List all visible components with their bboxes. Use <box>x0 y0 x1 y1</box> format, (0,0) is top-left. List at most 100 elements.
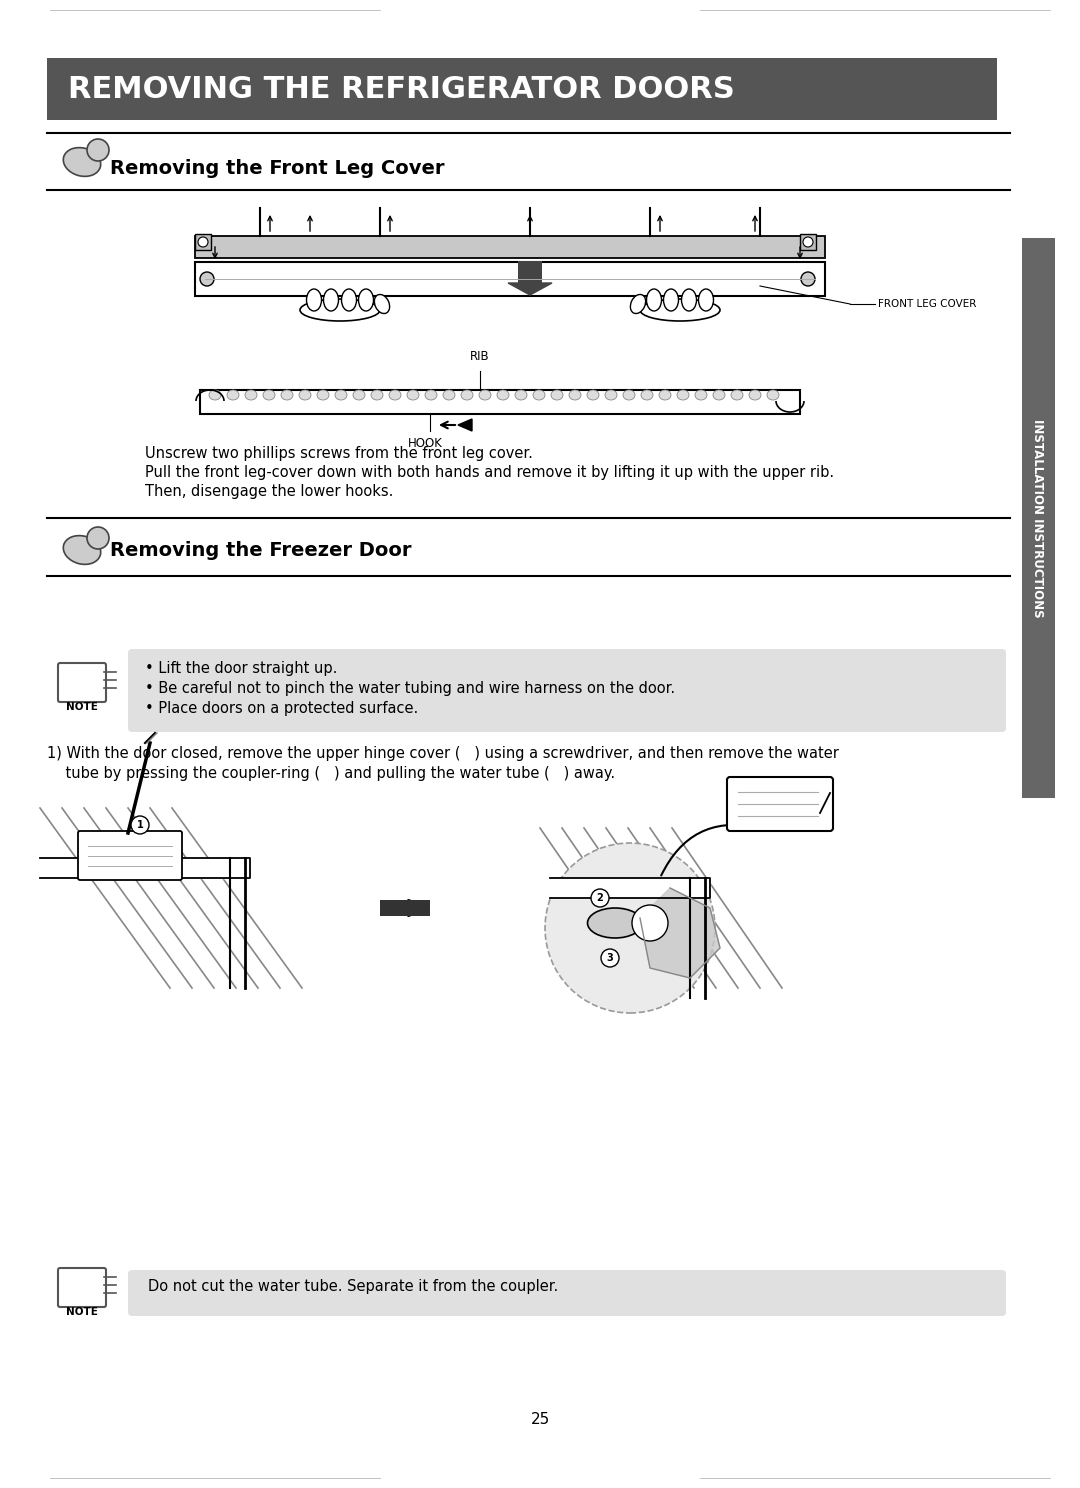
FancyBboxPatch shape <box>1022 238 1055 798</box>
Text: NOTE: NOTE <box>66 702 98 711</box>
Ellipse shape <box>551 390 563 400</box>
Ellipse shape <box>480 390 491 400</box>
Ellipse shape <box>750 390 761 400</box>
Ellipse shape <box>699 289 714 311</box>
Ellipse shape <box>569 390 581 400</box>
Polygon shape <box>640 888 720 978</box>
Ellipse shape <box>461 390 473 400</box>
Ellipse shape <box>64 147 100 177</box>
Text: 2: 2 <box>596 893 604 903</box>
Ellipse shape <box>407 390 419 400</box>
Text: REMOVING THE REFRIGERATOR DOORS: REMOVING THE REFRIGERATOR DOORS <box>68 74 734 104</box>
Circle shape <box>591 888 609 908</box>
Ellipse shape <box>372 390 383 400</box>
Ellipse shape <box>335 390 347 400</box>
Circle shape <box>632 905 669 940</box>
FancyBboxPatch shape <box>129 1269 1005 1315</box>
FancyBboxPatch shape <box>380 900 430 917</box>
Text: 3: 3 <box>607 952 613 963</box>
Text: 1: 1 <box>137 820 144 830</box>
Ellipse shape <box>681 289 697 311</box>
FancyBboxPatch shape <box>129 649 1005 732</box>
Ellipse shape <box>767 390 779 400</box>
Text: INSTALLATION INSTRUCTIONS: INSTALLATION INSTRUCTIONS <box>1031 418 1044 618</box>
Circle shape <box>198 237 208 247</box>
Ellipse shape <box>375 295 390 314</box>
Text: • Place doors on a protected surface.: • Place doors on a protected surface. <box>145 701 418 716</box>
Ellipse shape <box>426 390 437 400</box>
FancyBboxPatch shape <box>48 58 997 121</box>
Ellipse shape <box>677 390 689 400</box>
Circle shape <box>200 272 214 286</box>
Text: 25: 25 <box>530 1412 550 1427</box>
Ellipse shape <box>307 289 322 311</box>
Ellipse shape <box>647 289 661 311</box>
Circle shape <box>87 138 109 161</box>
Polygon shape <box>508 283 552 295</box>
Ellipse shape <box>264 390 275 400</box>
Text: Do not cut the water tube. Separate it from the coupler.: Do not cut the water tube. Separate it f… <box>148 1278 558 1293</box>
Ellipse shape <box>227 390 239 400</box>
Circle shape <box>600 949 619 967</box>
FancyBboxPatch shape <box>195 234 211 250</box>
Ellipse shape <box>281 390 293 400</box>
Ellipse shape <box>713 390 725 400</box>
FancyBboxPatch shape <box>727 777 833 830</box>
Ellipse shape <box>588 390 599 400</box>
Text: Unscrew two phillips screws from the front leg cover.: Unscrew two phillips screws from the fro… <box>145 446 532 461</box>
Text: tube by pressing the coupler-ring (   ) and pulling the water tube (   ) away.: tube by pressing the coupler-ring ( ) an… <box>48 766 616 781</box>
FancyBboxPatch shape <box>200 390 800 414</box>
Text: HOOK: HOOK <box>407 437 443 449</box>
Circle shape <box>804 237 813 247</box>
Ellipse shape <box>245 390 257 400</box>
FancyBboxPatch shape <box>58 1268 106 1306</box>
Ellipse shape <box>300 299 380 321</box>
Text: RIB: RIB <box>470 350 490 363</box>
FancyBboxPatch shape <box>58 664 106 702</box>
Ellipse shape <box>640 299 720 321</box>
Circle shape <box>87 527 109 549</box>
FancyBboxPatch shape <box>195 237 825 257</box>
FancyBboxPatch shape <box>78 830 183 879</box>
FancyBboxPatch shape <box>518 260 542 283</box>
Ellipse shape <box>515 390 527 400</box>
Ellipse shape <box>64 536 100 564</box>
Ellipse shape <box>341 289 356 311</box>
Ellipse shape <box>353 390 365 400</box>
FancyBboxPatch shape <box>195 262 825 296</box>
Text: 1) With the door closed, remove the upper hinge cover (   ) using a screwdriver,: 1) With the door closed, remove the uppe… <box>48 745 839 760</box>
Ellipse shape <box>642 390 653 400</box>
Polygon shape <box>458 420 472 432</box>
Ellipse shape <box>696 390 707 400</box>
Circle shape <box>131 815 149 833</box>
FancyBboxPatch shape <box>800 234 816 250</box>
Ellipse shape <box>534 390 545 400</box>
Ellipse shape <box>210 390 221 400</box>
Circle shape <box>801 272 815 286</box>
Text: Removing the Freezer Door: Removing the Freezer Door <box>110 540 411 559</box>
Circle shape <box>545 844 715 1013</box>
Ellipse shape <box>631 295 646 314</box>
Ellipse shape <box>588 908 643 937</box>
Text: Pull the front leg-cover down with both hands and remove it by lifting it up wit: Pull the front leg-cover down with both … <box>145 464 834 481</box>
Ellipse shape <box>324 289 338 311</box>
Ellipse shape <box>731 390 743 400</box>
Text: • Be careful not to pinch the water tubing and wire harness on the door.: • Be careful not to pinch the water tubi… <box>145 682 675 696</box>
Polygon shape <box>40 859 249 878</box>
Ellipse shape <box>659 390 671 400</box>
Ellipse shape <box>443 390 455 400</box>
Polygon shape <box>550 878 710 897</box>
Text: NOTE: NOTE <box>66 1306 98 1317</box>
Ellipse shape <box>497 390 509 400</box>
Ellipse shape <box>359 289 374 311</box>
Text: Removing the Front Leg Cover: Removing the Front Leg Cover <box>110 159 445 177</box>
Ellipse shape <box>623 390 635 400</box>
Ellipse shape <box>299 390 311 400</box>
Ellipse shape <box>663 289 678 311</box>
Text: Then, disengage the lower hooks.: Then, disengage the lower hooks. <box>145 484 393 498</box>
Text: • Lift the door straight up.: • Lift the door straight up. <box>145 661 337 676</box>
Ellipse shape <box>605 390 617 400</box>
Ellipse shape <box>318 390 329 400</box>
Ellipse shape <box>389 390 401 400</box>
Text: FRONT LEG COVER: FRONT LEG COVER <box>878 299 976 310</box>
